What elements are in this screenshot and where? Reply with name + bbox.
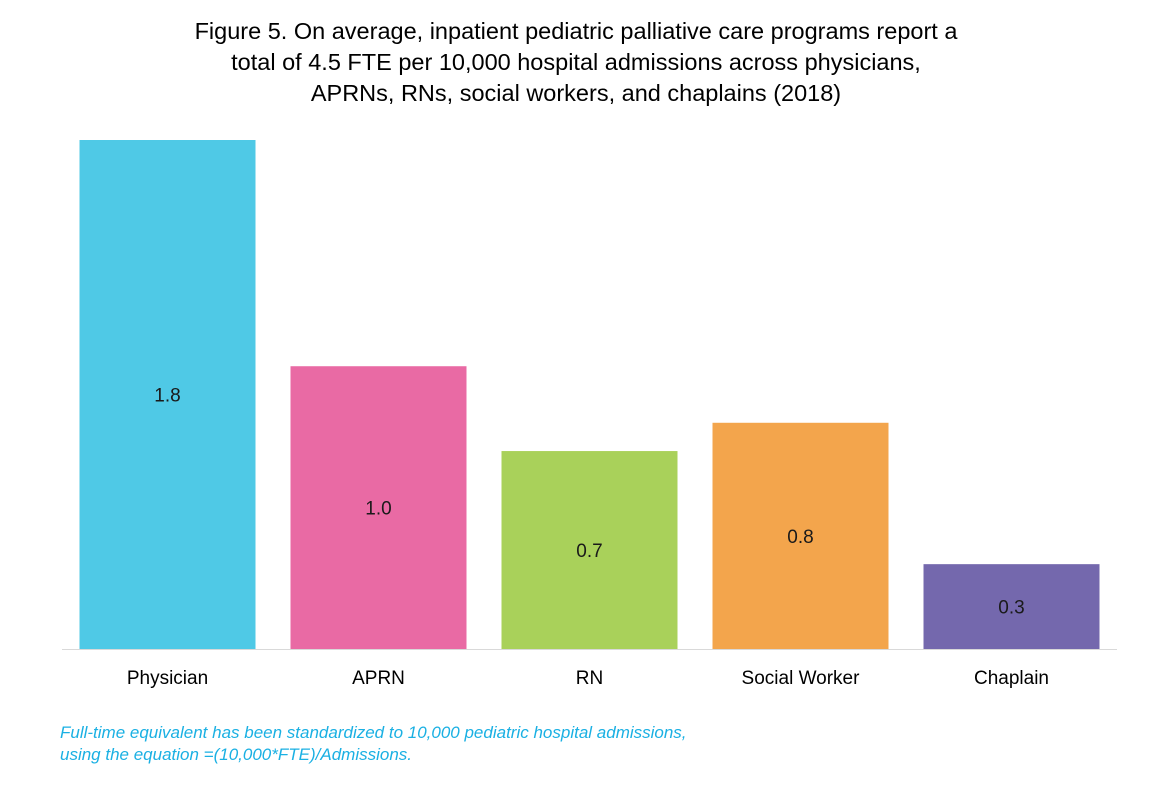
data-label: 0.8: [787, 527, 813, 548]
bar-aprn: [290, 366, 467, 649]
chart-title-line: total of 4.5 FTE per 10,000 hospital adm…: [231, 49, 921, 75]
x-tick-label: APRN: [352, 668, 405, 689]
x-tick-label: RN: [576, 668, 603, 689]
data-label: 1.0: [365, 499, 391, 520]
data-label: 0.3: [998, 598, 1024, 619]
chart-title: Figure 5. On average, inpatient pediatri…: [0, 16, 1152, 109]
chart-title-line: Figure 5. On average, inpatient pediatri…: [194, 18, 958, 44]
chart-title-line: APRNs, RNs, social workers, and chaplain…: [310, 80, 842, 106]
x-tick-label: Social Worker: [742, 668, 861, 689]
data-label: 1.8: [154, 386, 180, 407]
footnote: Full-time equivalent has been standardiz…: [60, 722, 687, 766]
x-tick-label: Chaplain: [974, 668, 1049, 689]
footnote-line: Full-time equivalent has been standardiz…: [60, 723, 687, 742]
data-label: 0.7: [576, 541, 602, 562]
bar-social-worker: [712, 422, 889, 649]
x-tick-label: Physician: [127, 668, 208, 689]
footnote-line: using the equation =(10,000*FTE)/Admissi…: [60, 745, 413, 764]
bar-physician: [79, 140, 256, 649]
bar-rn: [501, 451, 678, 649]
bar-chaplain: [923, 564, 1100, 649]
